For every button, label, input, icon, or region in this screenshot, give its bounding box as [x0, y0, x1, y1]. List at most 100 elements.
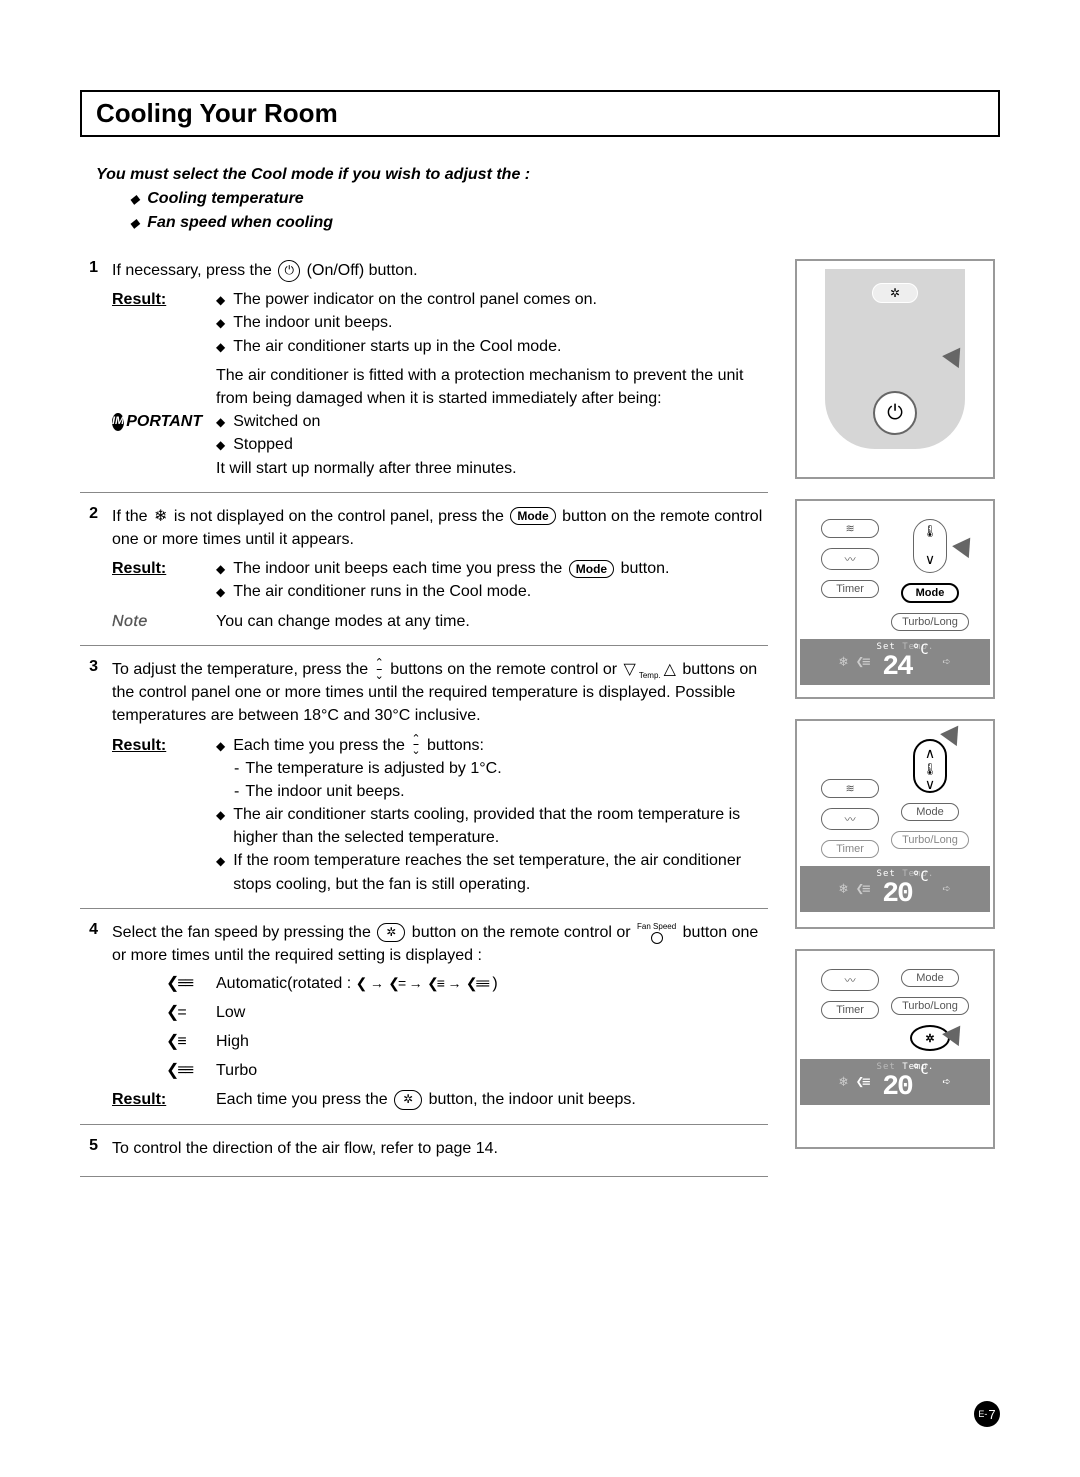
- result-label: Result:: [112, 288, 202, 358]
- result: Result: Each time you press the ✲ button…: [112, 1088, 768, 1111]
- lcd-display: ❄ ❮≡ Set Temp. 20°C ➪: [800, 1059, 990, 1105]
- air-icon: ➪: [942, 654, 950, 670]
- mode-button[interactable]: Mode: [901, 803, 959, 821]
- dash: The indoor unit beeps.: [234, 780, 768, 803]
- snowflake-icon: ❄: [839, 654, 847, 670]
- bullet: The indoor unit beeps each time you pres…: [216, 557, 768, 580]
- fan-button-icon: ✲: [394, 1090, 422, 1109]
- panel-temp-icon: ▽Temp.△: [624, 658, 676, 681]
- remote-mode-panel: ≋ 〰 Timer 🌡∨ Mode Turbo/Long ❄ ❮≡ Set Te…: [795, 499, 995, 699]
- swing-button[interactable]: ≋: [821, 779, 879, 798]
- remote-temp-panel: ≋ 〰 Timer ∧🌡∨ Mode Turbo/Long ❄ ❮≡ Set T…: [795, 719, 995, 929]
- bullet: The air conditioner starts cooling, prov…: [216, 803, 768, 849]
- step-num: 4: [80, 921, 98, 1112]
- fan-auto: ❮≡≡ Automatic(rotated : ❮ → ❮= → ❮≡ → ❮≡…: [166, 972, 768, 995]
- turbo-button[interactable]: Turbo/Long: [891, 831, 969, 849]
- mode-button-icon: Mode: [510, 507, 555, 525]
- power-icon: ⏻: [278, 260, 300, 282]
- snowflake-icon: ❄: [154, 505, 167, 528]
- fan-icon: ❮≡≡: [466, 975, 488, 991]
- fan-turbo: ❮≡≡Turbo: [166, 1059, 768, 1082]
- bullet: Stopped: [216, 433, 768, 456]
- result: Result: The indoor unit beeps each time …: [112, 557, 768, 603]
- step-3: 3 To adjust the temperature, press the ⌃…: [80, 658, 768, 909]
- sleep-button[interactable]: 〰: [821, 548, 879, 570]
- air-icon: ➪: [942, 1074, 950, 1090]
- bullet: The power indicator on the control panel…: [216, 288, 768, 311]
- dash: The temperature is adjusted by 1°C.: [234, 757, 768, 780]
- fan-high: ❮≡High: [166, 1030, 768, 1053]
- mode-button[interactable]: Mode: [901, 583, 959, 603]
- step-num: 3: [80, 658, 98, 896]
- turbo-button[interactable]: Turbo/Long: [891, 997, 969, 1015]
- arrow-icon: →: [447, 975, 461, 991]
- text: It will start up normally after three mi…: [216, 457, 768, 480]
- mode-button-icon: Mode: [569, 560, 614, 578]
- remote-fan-panel: 〰 Timer Mode Turbo/Long ✲ ❄ ❮≡ Set Temp.…: [795, 949, 995, 1149]
- bullet: The air conditioner starts up in the Coo…: [216, 335, 768, 358]
- result-label: Result:: [112, 1088, 202, 1111]
- fan-speed-icon: Fan Speed: [637, 921, 676, 945]
- important-label: IMPORTANT: [112, 364, 202, 480]
- remote-illustrations: ✲ ⏻ ≋ 〰 Timer 🌡∨ Mode Turbo/Long ❄: [790, 259, 1000, 1189]
- result: Result: Each time you press the ⌃⎯⌄ butt…: [112, 734, 768, 896]
- note-label: Note: [112, 610, 202, 633]
- step-num: 2: [80, 505, 98, 633]
- temp-down-button[interactable]: 🌡∨: [913, 519, 947, 573]
- text: The air conditioner is fitted with a pro…: [216, 364, 768, 410]
- fan-bars-icon: ❮≡≡: [166, 972, 206, 995]
- arrow-icon: →: [409, 975, 423, 991]
- mode-button[interactable]: Mode: [901, 969, 959, 987]
- page-number: E-7: [974, 1401, 1000, 1427]
- intro: You must select the Cool mode if you wis…: [96, 163, 1000, 235]
- step-text: If the ❄ is not displayed on the control…: [112, 505, 768, 552]
- snowflake-icon: ❄: [839, 881, 847, 897]
- fan-icon: ❮=: [388, 975, 404, 991]
- bullet: The indoor unit beeps.: [216, 311, 768, 334]
- temp-value: 20: [882, 1072, 912, 1103]
- step-4: 4 Select the fan speed by pressing the ✲…: [80, 921, 768, 1125]
- intro-b1: Cooling temperature: [130, 187, 1000, 211]
- result-label: Result:: [112, 734, 202, 896]
- fan-low: ❮=Low: [166, 1001, 768, 1024]
- sensor-icon: ✲: [872, 283, 918, 303]
- bullet: The air conditioner runs in the Cool mod…: [216, 580, 768, 603]
- im-icon: IM: [112, 413, 124, 431]
- title-box: Cooling Your Room: [80, 90, 1000, 137]
- important: IMPORTANT The air conditioner is fitted …: [112, 364, 768, 480]
- step-text: To adjust the temperature, press the ⌃⎯⌄…: [112, 658, 768, 728]
- result-label: Result:: [112, 557, 202, 603]
- intro-b2: Fan speed when cooling: [130, 211, 1000, 235]
- step-num: 5: [80, 1137, 98, 1164]
- step-text: Select the fan speed by pressing the ✲ b…: [112, 921, 768, 968]
- timer-button[interactable]: Timer: [821, 580, 879, 598]
- turbo-button[interactable]: Turbo/Long: [891, 613, 969, 631]
- temp-updown-button[interactable]: ∧🌡∨: [913, 739, 947, 793]
- result: Result: The power indicator on the contr…: [112, 288, 768, 358]
- fan-icon: ❮≡: [166, 1030, 206, 1053]
- snowflake-icon: ❄: [839, 1074, 847, 1090]
- fan-icon: ❮=: [166, 1001, 206, 1024]
- arrow-icon: →: [370, 975, 384, 991]
- fan-icon: ❮≡: [856, 881, 869, 897]
- timer-button[interactable]: Timer: [821, 1001, 879, 1019]
- step-1: 1 If necessary, press the ⏻ (On/Off) but…: [80, 259, 768, 493]
- temp-value: 24: [882, 652, 912, 683]
- power-button[interactable]: ⏻: [873, 391, 917, 435]
- note: Note You can change modes at any time.: [112, 610, 768, 633]
- step-2: 2 If the ❄ is not displayed on the contr…: [80, 505, 768, 646]
- sleep-button[interactable]: 〰: [821, 808, 879, 830]
- fan-icon: ❮≡: [856, 654, 869, 670]
- swing-button[interactable]: ≋: [821, 519, 879, 538]
- intro-lead: You must select the Cool mode if you wis…: [96, 163, 1000, 187]
- sleep-button[interactable]: 〰: [821, 969, 879, 991]
- bullet: If the room temperature reaches the set …: [216, 849, 768, 895]
- timer-button[interactable]: Timer: [821, 840, 879, 858]
- fan-icon: ❮≡: [427, 975, 443, 991]
- fan-icon: ❮≡: [856, 1074, 869, 1090]
- temp-value: 20: [882, 879, 912, 910]
- air-icon: ➪: [942, 881, 950, 897]
- fan-button-icon: ✲: [377, 923, 405, 942]
- bullet: Each time you press the ⌃⎯⌄ buttons:: [216, 734, 768, 757]
- page-title: Cooling Your Room: [96, 98, 984, 129]
